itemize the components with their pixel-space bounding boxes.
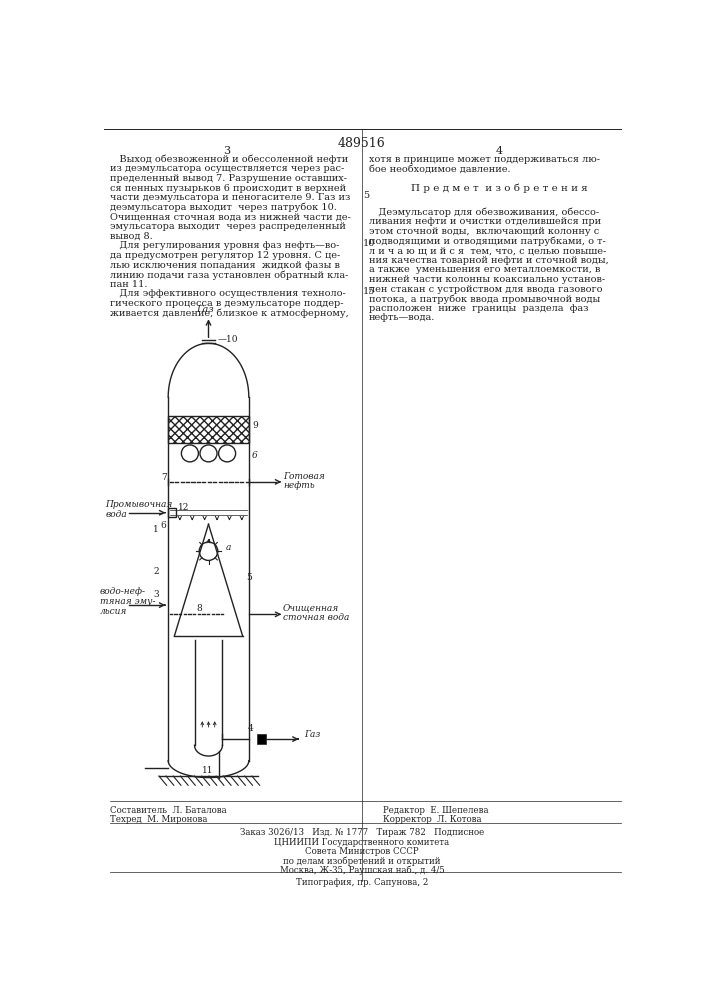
Text: 4: 4: [496, 146, 503, 156]
Text: этом сточной воды,  включающий колонну с: этом сточной воды, включающий колонну с: [369, 227, 599, 236]
Text: Корректор  Л. Котова: Корректор Л. Котова: [383, 815, 481, 824]
Text: деэмульсатора выходит  через патрубок 10.: деэмульсатора выходит через патрубок 10.: [110, 203, 337, 212]
Text: эмульсатора выходит  через распределенный: эмульсатора выходит через распределенный: [110, 222, 346, 231]
Text: ния качества товарной нефти и сточной воды,: ния качества товарной нефти и сточной во…: [369, 256, 609, 265]
Text: ливания нефти и очистки отделившейся при: ливания нефти и очистки отделившейся при: [369, 217, 601, 226]
Text: 6: 6: [252, 451, 257, 460]
Text: пан 11.: пан 11.: [110, 280, 148, 289]
Text: 4: 4: [247, 724, 253, 733]
Text: 9: 9: [252, 421, 257, 430]
Text: Очищенная сточная вода из нижней части де-: Очищенная сточная вода из нижней части д…: [110, 212, 351, 221]
Text: Составитель  Л. Баталова: Составитель Л. Баталова: [110, 806, 227, 815]
Text: бое необходимое давление.: бое необходимое давление.: [369, 164, 510, 173]
Text: Готовая: Готовая: [283, 472, 325, 481]
Text: 2: 2: [153, 567, 159, 576]
Text: льсия: льсия: [100, 607, 127, 616]
Text: нефть: нефть: [283, 481, 315, 490]
Text: Заказ 3026/13   Изд. № 1777   Тираж 782   Подписное: Заказ 3026/13 Изд. № 1777 Тираж 782 Подп…: [240, 828, 484, 837]
Text: Деэмульсатор для обезвоживания, обессо-: Деэмульсатор для обезвоживания, обессо-: [369, 208, 599, 217]
Text: да предусмотрен регулятор 12 уровня. С це-: да предусмотрен регулятор 12 уровня. С ц…: [110, 251, 340, 260]
Text: Совета Министров СССР: Совета Министров СССР: [305, 847, 419, 856]
Text: вода: вода: [105, 510, 127, 519]
Text: Промывочная: Промывочная: [105, 500, 173, 509]
Text: Техред  М. Миронова: Техред М. Миронова: [110, 815, 207, 824]
Text: 6: 6: [160, 521, 166, 530]
Text: Типография, пр. Сапунова, 2: Типография, пр. Сапунова, 2: [296, 878, 428, 887]
Text: Газ: Газ: [305, 730, 321, 739]
Text: Очищенная: Очищенная: [283, 603, 339, 612]
Text: подводящими и отводящими патрубками, о т-: подводящими и отводящими патрубками, о т…: [369, 236, 606, 246]
Text: линию подачи газа установлен обратный кла-: линию подачи газа установлен обратный кл…: [110, 270, 349, 280]
Text: а также  уменьшения его металлоемкости, в: а также уменьшения его металлоемкости, в: [369, 265, 600, 274]
Text: 11: 11: [202, 766, 214, 775]
Text: 8: 8: [196, 604, 202, 613]
Text: расположен  ниже  границы  раздела  фаз: расположен ниже границы раздела фаз: [369, 304, 588, 313]
Text: 5: 5: [363, 191, 369, 200]
Text: хотя в принципе может поддерживаться лю-: хотя в принципе может поддерживаться лю-: [369, 155, 600, 164]
Text: 3: 3: [153, 590, 159, 599]
Text: сточная вода: сточная вода: [283, 613, 349, 622]
Text: 7: 7: [161, 473, 167, 482]
Text: Для регулирования уровня фаз нефть—во-: Для регулирования уровня фаз нефть—во-: [110, 241, 339, 250]
Text: потока, а патрубок ввода промывочной воды: потока, а патрубок ввода промывочной вод…: [369, 294, 600, 304]
Text: 12: 12: [178, 503, 189, 512]
Text: лен стакан с устройством для ввода газового: лен стакан с устройством для ввода газов…: [369, 285, 602, 294]
Text: Редактор  Е. Шепелева: Редактор Е. Шепелева: [383, 806, 489, 815]
Text: 3: 3: [223, 146, 230, 156]
Text: гического процесса в деэмульсаторе поддер-: гического процесса в деэмульсаторе подде…: [110, 299, 344, 308]
Text: 10: 10: [363, 239, 375, 248]
Text: а: а: [226, 543, 231, 552]
Text: лью исключения попадания  жидкой фазы в: лью исключения попадания жидкой фазы в: [110, 261, 340, 270]
Text: Выход обезвоженной и обессоленной нефти: Выход обезвоженной и обессоленной нефти: [110, 155, 349, 164]
Text: 489516: 489516: [338, 137, 386, 150]
Text: живается давление, близкое к атмосферному,: живается давление, близкое к атмосферном…: [110, 309, 349, 318]
Text: Для эффективного осуществления техноло-: Для эффективного осуществления техноло-: [110, 289, 346, 298]
Bar: [168, 416, 249, 443]
Text: части деэмульсатора и пеногасителе 9. Газ из: части деэмульсатора и пеногасителе 9. Га…: [110, 193, 351, 202]
Text: П р е д м е т  и з о б р е т е н и я: П р е д м е т и з о б р е т е н и я: [411, 184, 588, 193]
Text: водо-неф-: водо-неф-: [100, 587, 146, 596]
Text: Газ: Газ: [196, 306, 214, 314]
Text: нефть—вода.: нефть—вода.: [369, 313, 436, 322]
Bar: [168, 508, 176, 517]
Text: 15: 15: [363, 287, 375, 296]
Text: ЦНИИПИ Государственного комитета: ЦНИИПИ Государственного комитета: [274, 838, 450, 847]
Text: пределенный вывод 7. Разрушение оставших-: пределенный вывод 7. Разрушение оставших…: [110, 174, 347, 183]
Text: 5: 5: [247, 573, 252, 582]
Text: ся пенных пузырьков 6 происходит в верхней: ся пенных пузырьков 6 происходит в верхн…: [110, 184, 346, 193]
Text: —10: —10: [218, 335, 238, 344]
Text: тяная эму-: тяная эму-: [100, 597, 156, 606]
Text: 1: 1: [153, 525, 159, 534]
Text: нижней части колонны коаксиально установ-: нижней части колонны коаксиально установ…: [369, 275, 605, 284]
Bar: [257, 734, 266, 744]
Text: вывод 8.: вывод 8.: [110, 232, 153, 241]
Text: Москва, Ж-35, Раушская наб., д. 4/5: Москва, Ж-35, Раушская наб., д. 4/5: [279, 865, 444, 875]
Text: л и ч а ю щ и й с я  тем, что, с целью повыше-: л и ч а ю щ и й с я тем, что, с целью по…: [369, 246, 606, 255]
Text: по делам изобретений и открытий: по делам изобретений и открытий: [284, 856, 440, 866]
Text: из деэмульсатора осуществляется через рас-: из деэмульсатора осуществляется через ра…: [110, 164, 344, 173]
